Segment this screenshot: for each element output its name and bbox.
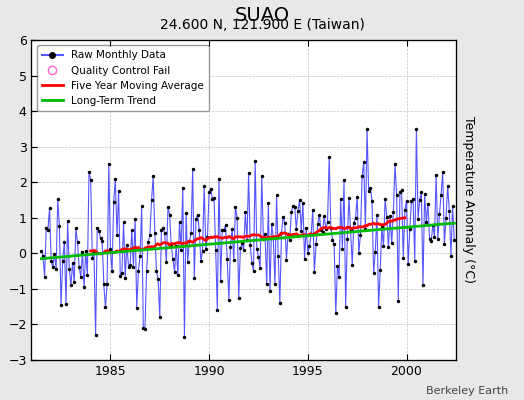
Y-axis label: Temperature Anomaly (°C): Temperature Anomaly (°C) [462, 116, 475, 284]
Text: SUAO: SUAO [234, 6, 290, 25]
Text: 24.600 N, 121.900 E (Taiwan): 24.600 N, 121.900 E (Taiwan) [160, 18, 364, 32]
Legend: Raw Monthly Data, Quality Control Fail, Five Year Moving Average, Long-Term Tren: Raw Monthly Data, Quality Control Fail, … [37, 45, 209, 111]
Text: Berkeley Earth: Berkeley Earth [426, 386, 508, 396]
